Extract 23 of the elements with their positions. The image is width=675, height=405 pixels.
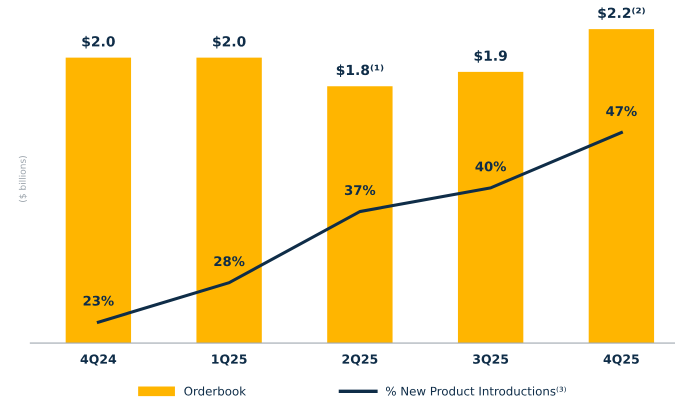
bar xyxy=(458,72,524,344)
data-label: 23% xyxy=(84,296,114,306)
data-label: $1.9 xyxy=(474,50,507,63)
data-label: $2.0 xyxy=(82,36,115,48)
x-tick-label: 3Q25 xyxy=(473,354,508,366)
x-tick-label: 1Q25 xyxy=(212,354,247,366)
bar xyxy=(588,29,654,344)
y-axis-title: ($ billions) xyxy=(18,156,28,202)
data-label: 40% xyxy=(475,161,506,172)
x-tick-label: 4Q25 xyxy=(604,354,639,366)
data-label: 47% xyxy=(606,106,637,116)
data-label: 28% xyxy=(214,256,244,266)
data-label: $2.2⁽²⁾ xyxy=(598,7,645,20)
bar xyxy=(196,58,262,344)
data-label: 37% xyxy=(344,185,376,196)
bar xyxy=(327,86,393,344)
legend-label: % New Product Introductions⁽³⁾ xyxy=(386,386,566,396)
legend-label: Orderbook xyxy=(184,386,246,396)
x-tick-label: 4Q24 xyxy=(80,354,116,366)
data-label: $2.0 xyxy=(213,36,246,48)
bar xyxy=(66,58,132,344)
data-label: $1.8⁽¹⁾ xyxy=(336,64,384,78)
x-tick-label: 2Q25 xyxy=(342,354,378,366)
